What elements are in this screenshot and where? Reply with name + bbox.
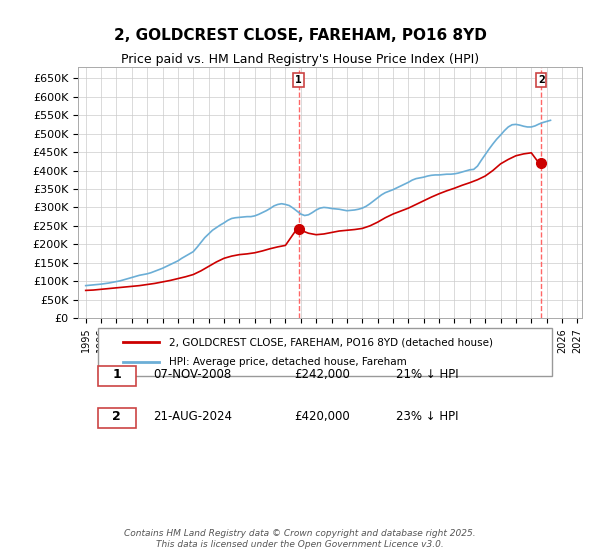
FancyBboxPatch shape (98, 408, 136, 428)
FancyBboxPatch shape (98, 366, 136, 386)
Text: 2: 2 (538, 74, 545, 85)
Text: 1: 1 (112, 368, 121, 381)
Text: Price paid vs. HM Land Registry's House Price Index (HPI): Price paid vs. HM Land Registry's House … (121, 53, 479, 66)
Text: Contains HM Land Registry data © Crown copyright and database right 2025.
This d: Contains HM Land Registry data © Crown c… (124, 529, 476, 549)
Text: 2, GOLDCREST CLOSE, FAREHAM, PO16 8YD (detached house): 2, GOLDCREST CLOSE, FAREHAM, PO16 8YD (d… (169, 337, 493, 347)
Text: HPI: Average price, detached house, Fareham: HPI: Average price, detached house, Fare… (169, 357, 406, 367)
FancyBboxPatch shape (98, 328, 552, 376)
Text: £242,000: £242,000 (295, 368, 350, 381)
Text: 2: 2 (112, 410, 121, 423)
Text: 21-AUG-2024: 21-AUG-2024 (154, 410, 233, 423)
Text: 07-NOV-2008: 07-NOV-2008 (154, 368, 232, 381)
Text: 2, GOLDCREST CLOSE, FAREHAM, PO16 8YD: 2, GOLDCREST CLOSE, FAREHAM, PO16 8YD (113, 28, 487, 43)
Text: £420,000: £420,000 (295, 410, 350, 423)
Text: 21% ↓ HPI: 21% ↓ HPI (395, 368, 458, 381)
Text: 1: 1 (295, 74, 302, 85)
Text: 23% ↓ HPI: 23% ↓ HPI (395, 410, 458, 423)
